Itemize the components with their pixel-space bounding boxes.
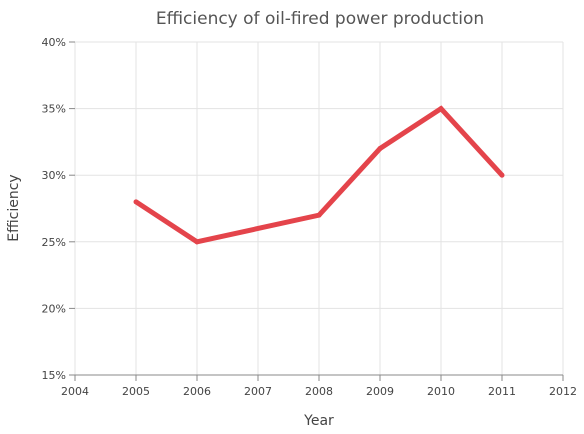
y-tick-label: 40% [42, 36, 66, 49]
x-tick-label: 2010 [427, 385, 455, 398]
series-line [134, 105, 504, 245]
x-tick-label: 2008 [305, 385, 333, 398]
data-point[interactable] [499, 172, 505, 178]
x-axis-title: Year [303, 413, 334, 429]
data-point[interactable] [316, 212, 322, 218]
axis-layer: 2004 2005 2006 2007 2008 2009 2010 2011 2012 15% 2… [42, 36, 577, 398]
data-point[interactable] [133, 199, 139, 205]
y-tick-label: 15% [42, 369, 66, 382]
x-tick-label: 2012 [549, 385, 577, 398]
data-point[interactable] [194, 239, 200, 245]
chart-title: Efficiency of oil-fired power production [156, 9, 484, 29]
x-tick-label: 2009 [366, 385, 394, 398]
data-point[interactable] [438, 106, 444, 112]
series-layer [133, 105, 505, 245]
y-tick-label: 30% [42, 169, 66, 182]
x-tick-label: 2011 [488, 385, 516, 398]
data-point[interactable] [377, 146, 383, 152]
grid-layer [74, 41, 564, 376]
y-tick-label: 20% [42, 302, 66, 315]
x-tick-label: 2007 [244, 385, 272, 398]
x-tick-label: 2005 [122, 385, 150, 398]
x-tick-label: 2004 [61, 385, 89, 398]
y-tick-label: 35% [42, 103, 66, 116]
y-axis-title: Efficiency [6, 174, 22, 241]
x-tick-label: 2006 [183, 385, 211, 398]
y-tick-label: 25% [42, 236, 66, 249]
